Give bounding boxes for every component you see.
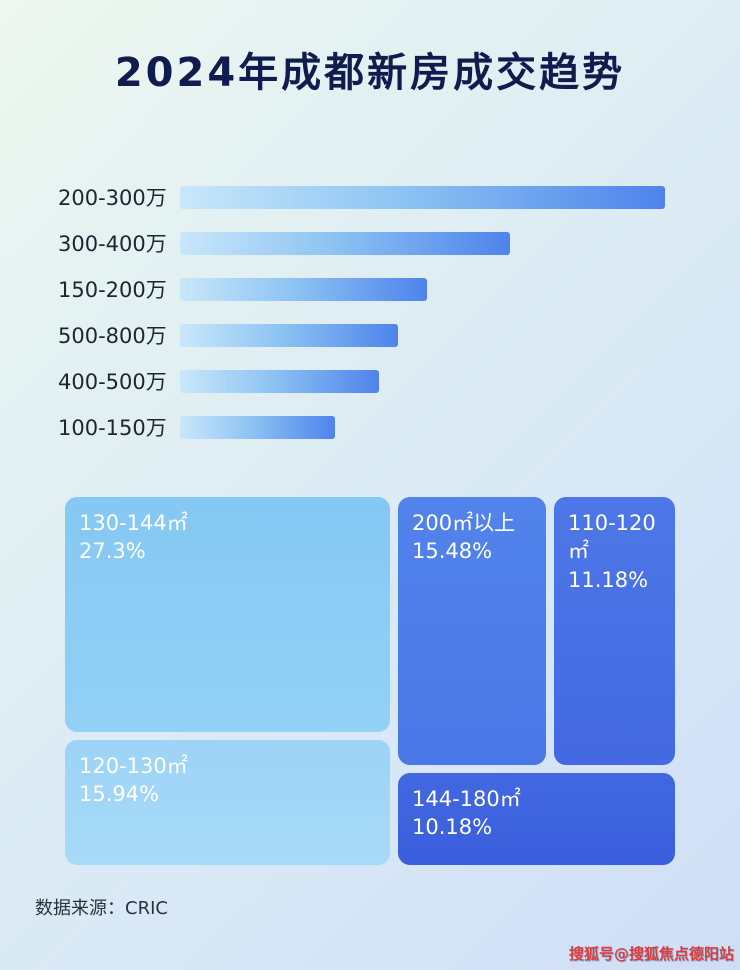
bar-row: 100-150万 [58, 404, 670, 450]
bar-chart: 200-300万 300-400万 150-200万 500-800万 400-… [58, 174, 670, 450]
bar-fill [180, 185, 665, 209]
bar-fill [180, 277, 428, 301]
treemap-tile-label: 130-144㎡ [79, 511, 188, 535]
bar-category-label: 500-800万 [58, 324, 167, 348]
bar-track [180, 323, 665, 347]
bar-fill [180, 415, 336, 439]
bar-category-label: 150-200万 [58, 278, 167, 302]
bar-category-label: 400-500万 [58, 370, 167, 394]
treemap-tile: 130-144㎡ 27.3% [65, 497, 390, 732]
treemap-tile-value: 15.94% [79, 782, 160, 807]
watermark-text: 搜狐号@搜狐焦点德阳站 [568, 945, 734, 963]
bar-row: 300-400万 [58, 220, 670, 266]
bar-fill [180, 323, 399, 347]
bar-fill [180, 231, 510, 255]
bar-track [180, 277, 665, 301]
treemap-tile-value: 27.3% [79, 539, 146, 564]
treemap-tile-label: 200㎡以上 [412, 511, 516, 535]
bar-category-label: 100-150万 [58, 416, 167, 440]
bar-fill [180, 369, 379, 393]
bar-track [180, 231, 665, 255]
bar-category-label: 200-300万 [58, 186, 167, 210]
bar-row: 150-200万 [58, 266, 670, 312]
treemap-chart: 130-144㎡ 27.3% 120-130㎡ 15.94% 200㎡以上 15… [65, 497, 675, 865]
treemap-tile-label: 110-120㎡ [568, 511, 656, 564]
bar-track [180, 415, 665, 439]
bar-row: 200-300万 [58, 174, 670, 220]
treemap-tile-value: 15.48% [412, 539, 493, 564]
treemap-tile-label: 144-180㎡ [412, 787, 521, 811]
bar-track [180, 369, 665, 393]
treemap-tile-value: 11.18% [568, 567, 649, 592]
data-source-note: 数据来源：CRIC [35, 898, 168, 919]
treemap-tile: 144-180㎡ 10.18% [398, 773, 675, 865]
treemap-tile-label: 120-130㎡ [79, 754, 188, 778]
bar-row: 400-500万 [58, 358, 670, 404]
treemap-tile: 120-130㎡ 15.94% [65, 740, 390, 865]
bar-category-label: 300-400万 [58, 232, 167, 256]
bar-row: 500-800万 [58, 312, 670, 358]
treemap-tile-value: 10.18% [412, 815, 493, 840]
treemap-tile: 110-120㎡ 11.18% [554, 497, 675, 765]
bar-track [180, 185, 665, 209]
page-title: 2024年成都新房成交趋势 [114, 50, 626, 96]
treemap-tile: 200㎡以上 15.48% [398, 497, 546, 765]
